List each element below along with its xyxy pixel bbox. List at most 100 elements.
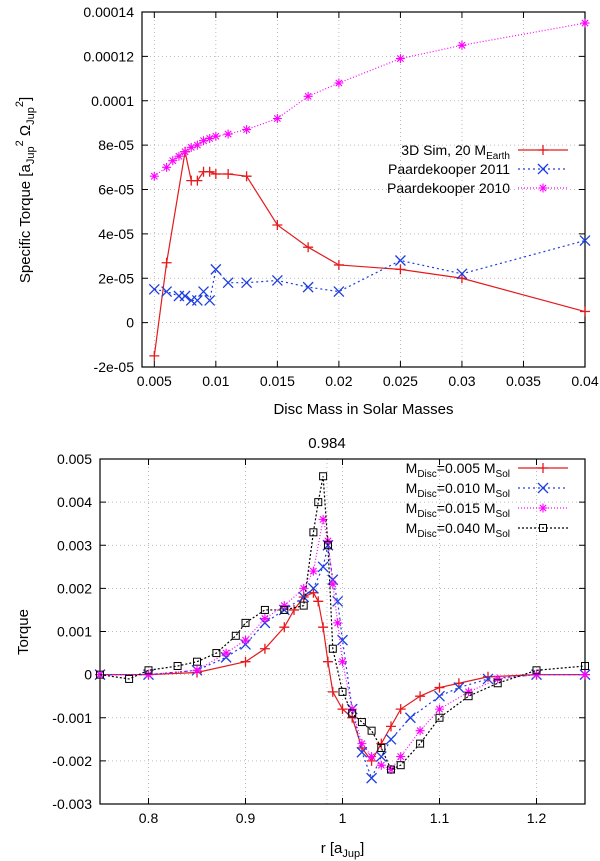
legend-marker xyxy=(538,463,548,473)
data-point xyxy=(394,255,406,266)
chart-torque-radius: 0.8 0.9 1 1.1 1.2 -0.003 -0.002 -0.001 0 0.001 0.0… xyxy=(15,435,591,860)
y-tick-label: 0.001 xyxy=(57,624,92,640)
data-point xyxy=(260,605,269,614)
data-point xyxy=(204,294,216,306)
data-point xyxy=(241,277,253,289)
data-point xyxy=(149,171,159,181)
data-point xyxy=(375,751,387,763)
data-point xyxy=(416,739,425,748)
data-point xyxy=(161,286,173,298)
x-tick-label: 0.025 xyxy=(383,373,418,389)
data-point xyxy=(493,674,503,684)
legend-label: Paardekooper 2010 xyxy=(387,180,510,196)
data-point xyxy=(328,579,338,589)
plot-frame xyxy=(99,458,586,805)
data-point xyxy=(309,528,318,537)
data-point xyxy=(260,614,270,624)
data-point xyxy=(434,690,445,702)
data-point xyxy=(337,704,348,715)
data-point xyxy=(453,682,465,694)
axes-top: 0.005 0.01 0.015 0.02 0.025 0.03 0.035 0.04 -2e-… xyxy=(83,4,598,389)
y-axis-label-top: Specific Torque [aJup2 ΩJup2] xyxy=(14,97,37,283)
y-tick-label: 0 xyxy=(126,315,134,331)
data-point xyxy=(386,721,396,732)
data-point xyxy=(464,692,473,701)
series-line xyxy=(99,476,586,771)
data-point xyxy=(192,175,203,186)
data-point xyxy=(319,472,328,481)
data-point xyxy=(581,662,589,670)
x-axis-label-top: Disc Mass in Solar Masses xyxy=(273,401,453,418)
x-tick-label: 0.015 xyxy=(260,373,295,389)
data-point xyxy=(204,166,215,177)
data-point xyxy=(386,765,396,774)
y-tick-label: 0.002 xyxy=(57,580,92,596)
legend-marker xyxy=(537,163,549,175)
x-tick-label: 0.005 xyxy=(137,373,172,389)
data-point xyxy=(307,582,319,594)
data-point xyxy=(322,656,333,667)
data-point xyxy=(333,618,343,628)
chart-title-bottom: 0.984 xyxy=(308,435,346,452)
grid-top xyxy=(142,11,586,368)
data-point xyxy=(318,514,328,524)
data-point xyxy=(493,679,502,688)
data-point xyxy=(333,286,345,298)
data-point xyxy=(338,657,347,667)
y-tick-label: 0.005 xyxy=(57,451,92,467)
data-point xyxy=(333,259,344,270)
data-point xyxy=(199,136,209,146)
data-point xyxy=(328,644,337,653)
y-tick-label: -0.003 xyxy=(52,796,92,812)
data-point xyxy=(456,273,467,284)
data-point xyxy=(435,704,444,714)
legend-label: 3D Sim, 20 MEarth xyxy=(401,142,510,162)
legend-marker xyxy=(539,524,547,532)
data-point xyxy=(192,665,202,675)
data-point xyxy=(161,257,172,268)
data-point xyxy=(198,286,209,298)
series-line xyxy=(154,239,586,302)
data-point xyxy=(435,713,444,722)
y-tick-label: 6e-05 xyxy=(98,182,134,198)
legend-marker xyxy=(538,503,548,513)
x-tick-label: 0.035 xyxy=(506,373,541,389)
series-line xyxy=(100,519,585,771)
grid-bottom xyxy=(100,458,585,805)
axes-bottom: 0.8 0.9 1 1.1 1.2 -0.003 -0.002 -0.001 0 0.001 0.0… xyxy=(52,451,586,826)
data-point xyxy=(387,765,395,774)
data-point xyxy=(221,648,231,658)
data-point xyxy=(180,147,190,157)
y-tick-label: 4e-05 xyxy=(98,226,134,242)
data-point xyxy=(308,587,319,598)
data-point xyxy=(327,686,338,697)
data-point xyxy=(367,752,377,762)
y-tick-label: 0.00014 xyxy=(83,4,134,20)
data-point xyxy=(395,264,406,275)
data-point xyxy=(144,670,153,680)
series-2 xyxy=(149,18,590,181)
data-point xyxy=(96,670,104,679)
data-point xyxy=(240,656,251,667)
data-point xyxy=(348,709,357,718)
series-line xyxy=(100,591,585,762)
data-point xyxy=(366,772,378,784)
y-tick-label: 0.00012 xyxy=(83,48,134,64)
data-point xyxy=(168,156,178,166)
series-3 xyxy=(96,472,589,774)
data-point xyxy=(299,601,308,610)
y-tick-label: -0.002 xyxy=(52,753,92,769)
data-point xyxy=(210,168,221,179)
data-point xyxy=(464,687,474,697)
data-point xyxy=(395,54,405,64)
data-point xyxy=(289,604,299,615)
data-point xyxy=(242,125,252,135)
legend-marker xyxy=(538,183,548,193)
chart-specific-torque: 0.005 0.01 0.015 0.02 0.025 0.03 0.035 0.04 -2e-… xyxy=(14,4,599,418)
x-tick-label: 1.1 xyxy=(430,810,450,826)
data-point xyxy=(299,583,309,593)
data-point xyxy=(125,674,134,683)
data-point xyxy=(162,162,172,172)
x-tick-label: 0.01 xyxy=(202,373,229,389)
